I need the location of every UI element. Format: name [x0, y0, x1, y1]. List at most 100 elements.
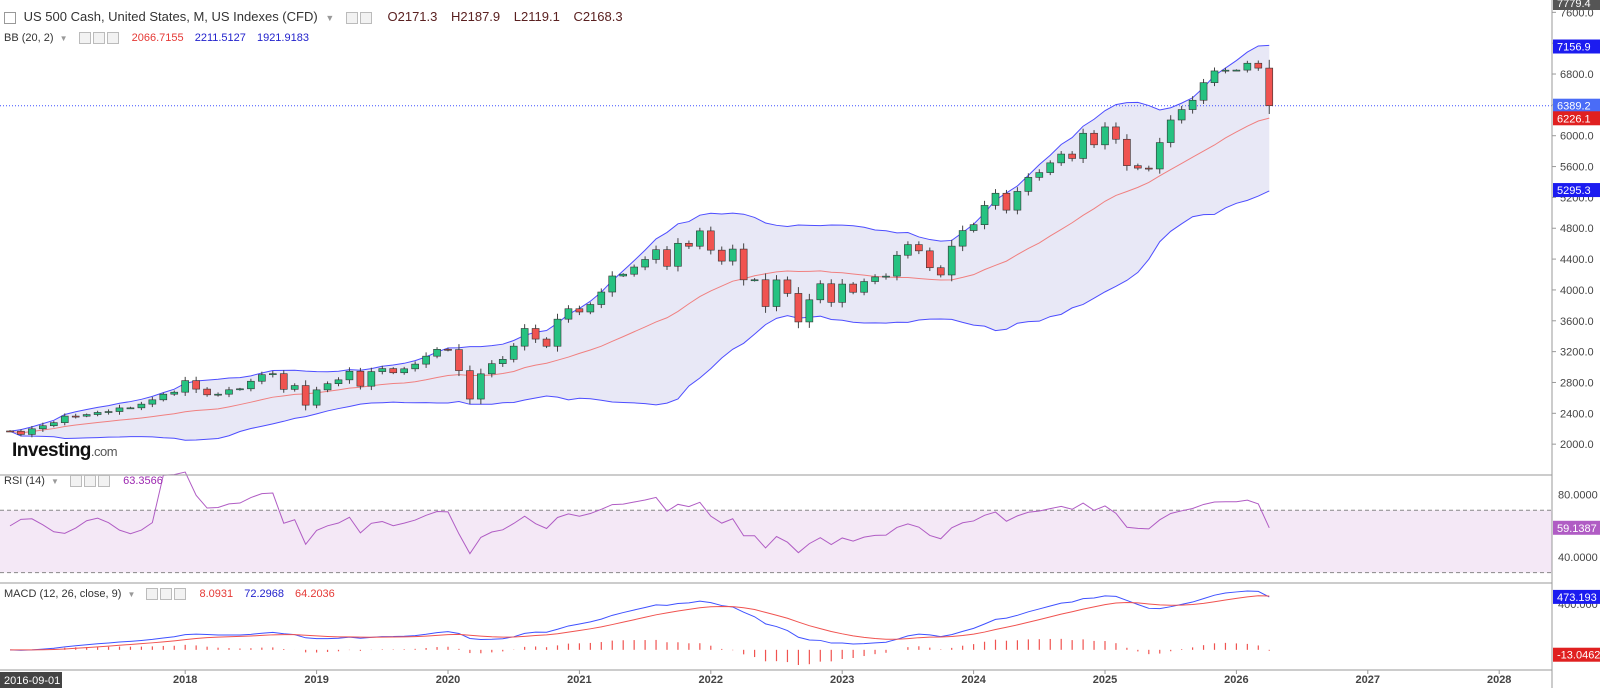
candle-body[interactable] [258, 374, 266, 382]
candle-body[interactable] [608, 275, 617, 293]
chevron-down-icon[interactable]: ▼ [325, 13, 335, 23]
candle-body[interactable] [433, 349, 441, 357]
candle-body[interactable] [1254, 62, 1263, 69]
candle-body[interactable] [1145, 167, 1153, 170]
candle-body[interactable] [1265, 67, 1274, 107]
candle-body[interactable] [1046, 162, 1055, 173]
candle-body[interactable] [575, 308, 584, 313]
candle-body[interactable] [882, 275, 890, 278]
candle-body[interactable] [323, 383, 332, 391]
candle-body[interactable] [477, 373, 485, 400]
candle-body[interactable] [674, 242, 682, 267]
gear-icon[interactable] [84, 475, 97, 488]
candle-body[interactable] [739, 248, 748, 281]
bb-label[interactable]: BB (20, 2) [4, 32, 54, 44]
candle-body[interactable] [641, 259, 649, 268]
candle-body[interactable] [60, 415, 69, 423]
candle-body[interactable] [783, 279, 792, 294]
candle-body[interactable] [71, 415, 80, 418]
candle-body[interactable] [849, 283, 857, 293]
macd-label[interactable]: MACD (12, 26, close, 9) [4, 588, 122, 600]
candle-body[interactable] [1134, 165, 1142, 169]
candle-body[interactable] [104, 411, 113, 413]
eye-icon[interactable] [70, 475, 83, 488]
candle-body[interactable] [772, 279, 781, 307]
eye-icon[interactable] [78, 32, 91, 45]
candle-body[interactable] [597, 291, 606, 305]
candle-body[interactable] [509, 345, 518, 360]
bb-lower-line[interactable] [9, 190, 1270, 441]
chart-title[interactable]: US 500 Cash, United States, M, US Indexe… [23, 9, 318, 24]
candle-body[interactable] [367, 371, 376, 387]
candle-body[interactable] [520, 328, 529, 347]
candle-body[interactable] [1232, 69, 1241, 72]
candle-body[interactable] [696, 230, 704, 247]
candle-body[interactable] [466, 370, 474, 400]
candle-body[interactable] [586, 304, 595, 313]
candle-body[interactable] [1035, 172, 1044, 178]
gear-icon[interactable] [160, 588, 173, 601]
candle-body[interactable] [400, 368, 409, 374]
candle-body[interactable] [619, 273, 628, 277]
close-icon[interactable] [174, 588, 187, 601]
close-icon[interactable] [98, 475, 111, 488]
candle-body[interactable] [1199, 82, 1208, 101]
candle-body[interactable] [1079, 132, 1087, 159]
candle-body[interactable] [1188, 99, 1197, 110]
candle-body[interactable] [827, 283, 836, 303]
eye-icon[interactable] [345, 11, 358, 24]
candle-body[interactable] [893, 254, 901, 277]
candle-body[interactable] [181, 380, 189, 393]
candle-body[interactable] [1243, 62, 1252, 71]
chevron-down-icon[interactable]: ▼ [59, 34, 68, 43]
rsi-label[interactable]: RSI (14) [4, 475, 45, 487]
candle-body[interactable] [290, 385, 299, 390]
gear-icon[interactable] [359, 11, 372, 24]
candle-body[interactable] [1057, 153, 1065, 164]
candle-body[interactable] [1123, 138, 1131, 166]
candle-body[interactable] [1090, 132, 1098, 146]
candle-body[interactable] [706, 230, 715, 251]
candle-body[interactable] [159, 393, 168, 401]
candle-body[interactable] [378, 368, 387, 372]
candle-body[interactable] [137, 403, 146, 409]
candle-body[interactable] [980, 205, 989, 225]
chevron-down-icon[interactable]: ▼ [51, 477, 59, 486]
candle-body[interactable] [279, 373, 288, 390]
candle-body[interactable] [685, 242, 693, 247]
gear-icon[interactable] [92, 32, 105, 45]
candle-body[interactable] [6, 430, 14, 433]
candle-body[interactable] [444, 349, 452, 351]
candle-body[interactable] [947, 245, 956, 276]
candle-body[interactable] [487, 363, 496, 375]
candle-body[interactable] [860, 281, 868, 293]
price-pane[interactable] [0, 44, 1552, 441]
candle-body[interactable] [991, 192, 1000, 206]
close-icon[interactable] [106, 32, 119, 45]
candle-body[interactable] [192, 380, 200, 390]
candle-body[interactable] [389, 368, 398, 374]
candle-body[interactable] [115, 407, 124, 412]
candle-body[interactable] [553, 318, 562, 347]
bb-basis-line[interactable] [9, 117, 1270, 434]
candle-body[interactable] [761, 279, 770, 307]
candle-body[interactable] [268, 373, 277, 375]
candle-body[interactable] [925, 250, 934, 269]
candle-body[interactable] [498, 359, 507, 364]
candle-body[interactable] [717, 249, 726, 262]
candle-body[interactable] [564, 308, 573, 320]
candle-body[interactable] [728, 248, 737, 262]
candle-body[interactable] [422, 355, 430, 365]
candle-body[interactable] [542, 338, 551, 347]
candle-body[interactable] [531, 328, 540, 340]
eye-icon[interactable] [146, 588, 159, 601]
candle-body[interactable] [630, 266, 638, 275]
candle-body[interactable] [334, 379, 343, 385]
candle-body[interactable] [301, 385, 310, 406]
rsi-line[interactable] [9, 471, 1270, 555]
candle-body[interactable] [1177, 109, 1186, 121]
bb-upper-line[interactable] [9, 44, 1270, 432]
candle-body[interactable] [1013, 191, 1022, 211]
candle-body[interactable] [455, 349, 463, 371]
candle-body[interactable] [17, 430, 25, 435]
